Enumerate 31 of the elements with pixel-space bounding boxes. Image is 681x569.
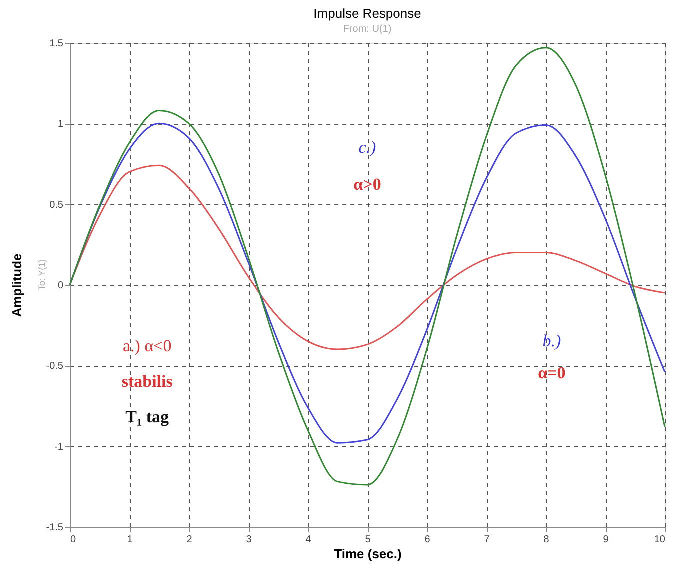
text: To: Y(1) (37, 259, 47, 291)
y-tick-label: -1.5 (46, 522, 64, 534)
y-tick-label: -1 (54, 442, 64, 453)
annotation: α=0 (538, 364, 566, 383)
x-tick-label: 7 (484, 534, 490, 546)
annotation: stabilis (122, 372, 174, 391)
annotation: a.) α<0 (123, 336, 172, 356)
y-tick-label: 0.5 (50, 200, 64, 211)
y-tick-label: -0.5 (46, 361, 64, 372)
x-tick-label: 2 (186, 534, 193, 546)
y-axis-title: Amplitude (9, 254, 24, 318)
x-tick-label: 6 (424, 534, 431, 546)
annotation: α>0 (354, 174, 382, 194)
x-tick-label: 1 (127, 534, 134, 546)
x-axis-title: Time (sec.) (334, 546, 402, 562)
line-series (69, 47, 666, 486)
x-tick-label: 8 (544, 534, 550, 546)
x-tick-label: 10 (654, 534, 666, 546)
y-tick-label: 1.5 (50, 38, 64, 50)
annotation: b.) (542, 331, 562, 350)
x-tick-label: 9 (603, 534, 610, 546)
y-tick-label: 0 (58, 280, 64, 292)
x-tick-label: 5 (365, 534, 372, 546)
annotation: c.) (358, 138, 377, 157)
x-tick-label: 4 (306, 534, 312, 546)
chart-subtitle: From: U(1) (343, 24, 392, 35)
x-tick-label: 3 (246, 534, 252, 546)
y-tick-label: 1 (58, 119, 64, 130)
x-tick-label: 0 (70, 534, 76, 546)
annotation: T₁ tag (126, 407, 170, 426)
chart-title: Impulse Response (314, 6, 422, 21)
